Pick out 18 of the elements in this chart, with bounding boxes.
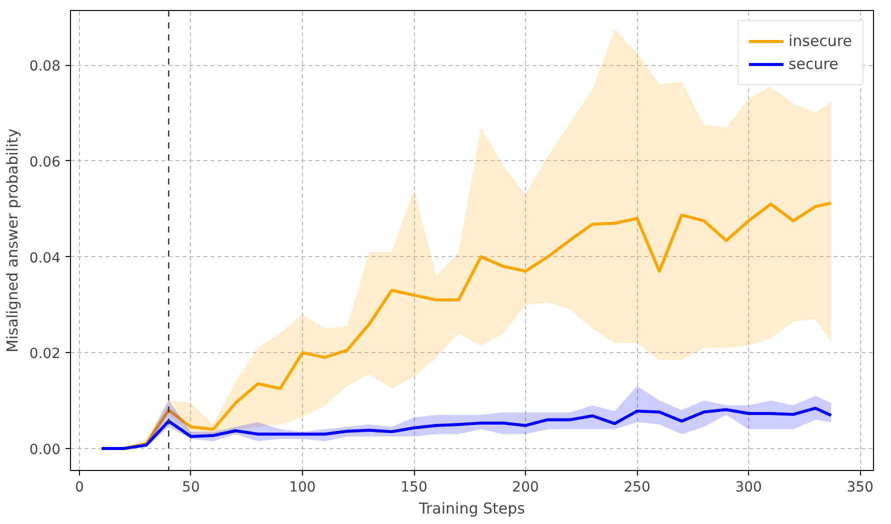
x-tick-label: 350 — [846, 480, 874, 496]
x-axis-title: Training Steps — [418, 500, 526, 518]
y-tick-label: 0.08 — [29, 58, 60, 75]
x-tick-label: 150 — [400, 480, 428, 496]
x-tick-label: 300 — [735, 480, 762, 496]
x-tick-label: 200 — [512, 480, 539, 496]
line-series — [100, 406, 833, 450]
x-tick-label: 50 — [182, 480, 200, 496]
x-tick-label: 250 — [624, 480, 650, 496]
y-axis-title: Misaligned answer probability — [3, 128, 22, 352]
x-tick-label: 100 — [289, 480, 316, 496]
y-tick-label: 0.04 — [29, 250, 61, 266]
legend-label: insecure — [788, 32, 852, 50]
y-tick-label: 0.00 — [29, 442, 60, 458]
x-tick-label: 0 — [74, 480, 84, 496]
legend-label: secure — [788, 55, 838, 73]
y-tick-label: 0.06 — [29, 154, 61, 170]
y-tick-label: 0.02 — [29, 346, 60, 362]
